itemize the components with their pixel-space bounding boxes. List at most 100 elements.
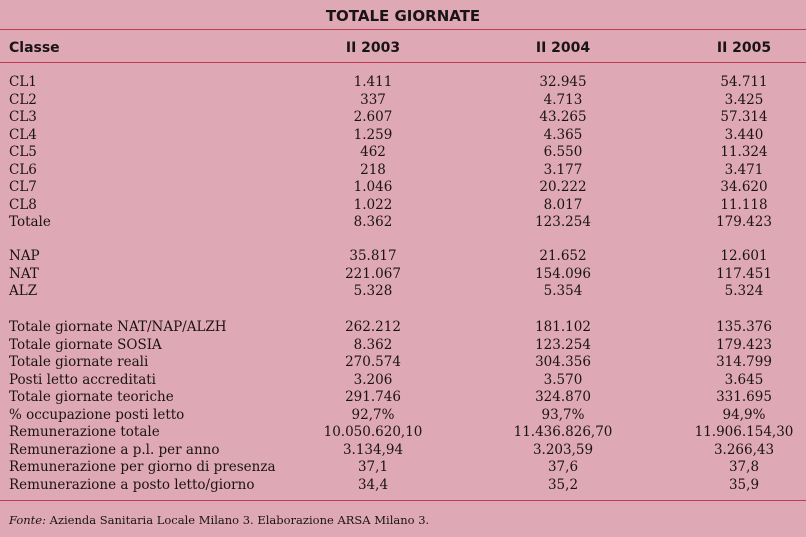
cell-value: 3.440 xyxy=(724,126,764,143)
cell-value: 3.570 xyxy=(543,371,583,388)
row-label: Totale giornate reali xyxy=(9,354,149,370)
cell-value: 337 xyxy=(360,91,386,108)
row-label: ALZ xyxy=(9,283,38,299)
table-row: CL3 2.607 43.265 57.314 xyxy=(0,109,806,127)
cell-value: 10.050.620,10 xyxy=(323,424,423,440)
cell-value: 117.451 xyxy=(716,265,772,282)
table-row: NAP 35.817 21.652 12.601 xyxy=(0,248,806,266)
cell-value: 34,4 xyxy=(357,476,389,493)
cell-value: 8.017 xyxy=(543,196,583,213)
table-row: Remunerazione totale 10.050.620,10 11.436.… xyxy=(0,424,806,442)
cell-value: 12.601 xyxy=(720,248,768,264)
row-label: CL5 xyxy=(9,144,37,160)
header-classe: Classe xyxy=(9,40,60,56)
table-row: CL6 218 3.177 3.471 xyxy=(0,162,806,180)
row-label: Posti letto accreditati xyxy=(9,371,156,388)
table-row: CL4 1.259 4.365 3.440 xyxy=(0,127,806,145)
row-label: CL6 xyxy=(9,161,37,178)
row-label: CL2 xyxy=(9,91,37,108)
cell-value: 1.259 xyxy=(353,126,393,143)
row-label: CL1 xyxy=(9,74,37,90)
table-row: CL5 462 6.550 11.324 xyxy=(0,144,806,162)
cell-value: 11.436.826,70 xyxy=(513,424,613,440)
cell-value: 6.550 xyxy=(543,144,583,160)
cell-value: 5.324 xyxy=(724,283,764,299)
cell-value: 3.471 xyxy=(724,161,764,178)
cell-value: 331.695 xyxy=(716,389,772,405)
title-divider xyxy=(0,29,806,30)
source-note: Fonte: Azienda Sanitaria Locale Milano 3… xyxy=(9,513,429,527)
cell-value: 43.265 xyxy=(539,109,587,125)
cell-value: 179.423 xyxy=(716,336,772,353)
cell-value: 94,9% xyxy=(722,406,766,423)
cell-value: 21.652 xyxy=(539,248,587,264)
row-label: CL8 xyxy=(9,196,37,213)
table-row: Totale giornate reali 270.574 304.356 314.7… xyxy=(0,354,806,372)
header-col-2004: II 2004 xyxy=(535,40,591,56)
cell-value: 54.711 xyxy=(720,74,768,90)
row-label: Remunerazione a posto letto/giorno xyxy=(9,476,255,493)
row-label: Totale giornate NAT/NAP/ALZH xyxy=(9,319,227,335)
cell-value: 179.423 xyxy=(716,214,772,230)
table-row: NAT 221.067 154.096 117.451 xyxy=(0,266,806,284)
table-row: CL8 1.022 8.017 11.118 xyxy=(0,197,806,215)
group-classi: CL1 1.411 32.945 54.711 CL2 337 4.713 3.425 CL3 2… xyxy=(0,74,806,232)
cell-value: 8.362 xyxy=(353,336,393,353)
group-nap-nat-alz: NAP 35.817 21.652 12.601 NAT 221.067 154.096 11… xyxy=(0,248,806,301)
cell-value: 262.212 xyxy=(345,319,401,335)
row-label: Remunerazione per giorno di presenza xyxy=(9,459,276,475)
table-row: Totale giornate teoriche 291.746 324.870 33… xyxy=(0,389,806,407)
table-row: Totale 8.362 123.254 179.423 xyxy=(0,214,806,232)
cell-value: 270.574 xyxy=(345,354,401,370)
header-divider xyxy=(0,62,806,63)
cell-value: 2.607 xyxy=(353,109,393,125)
cell-value: 34.620 xyxy=(720,179,768,195)
cell-value: 5.354 xyxy=(543,283,583,299)
table-row: CL2 337 4.713 3.425 xyxy=(0,92,806,110)
row-label: Totale giornate teoriche xyxy=(9,389,174,405)
cell-value: 5.328 xyxy=(353,283,393,299)
cell-value: 35,9 xyxy=(728,476,760,493)
cell-value: 4.365 xyxy=(543,126,583,143)
row-label: Remunerazione a p.l. per anno xyxy=(9,441,220,458)
cell-value: 123.254 xyxy=(535,336,591,353)
row-label: NAT xyxy=(9,265,39,282)
cell-value: 3.203,59 xyxy=(532,441,594,458)
cell-value: 11.118 xyxy=(720,196,768,213)
cell-value: 20.222 xyxy=(539,179,587,195)
table-row: Remunerazione per giorno di presenza 37,1… xyxy=(0,459,806,477)
row-label: Remunerazione totale xyxy=(9,424,160,440)
table-row: Totale giornate SOSIA 8.362 123.254 179.423 xyxy=(0,337,806,355)
cell-value: 123.254 xyxy=(535,214,591,230)
cell-value: 8.362 xyxy=(353,214,393,230)
cell-value: 218 xyxy=(360,161,386,178)
table-row: ALZ 5.328 5.354 5.324 xyxy=(0,283,806,301)
cell-value: 3.134,94 xyxy=(342,441,404,458)
table-row: Remunerazione a posto letto/giorno 34,4 35… xyxy=(0,477,806,495)
table-row: % occupazione posti letto 92,7% 93,7% 94,9% xyxy=(0,407,806,425)
cell-value: 32.945 xyxy=(539,74,587,90)
cell-value: 35.817 xyxy=(349,248,397,264)
cell-value: 304.356 xyxy=(535,354,591,370)
table-row: CL1 1.411 32.945 54.711 xyxy=(0,74,806,92)
table-title: TOTALE GIORNATE xyxy=(325,7,481,25)
group-totali: Totale giornate NAT/NAP/ALZH 262.212 181.1… xyxy=(0,319,806,494)
row-label: Totale giornate SOSIA xyxy=(9,336,162,353)
cell-value: 1.022 xyxy=(353,196,393,213)
header-col-2003: II 2003 xyxy=(345,40,401,56)
cell-value: 11.324 xyxy=(720,144,768,160)
cell-value: 92,7% xyxy=(351,406,395,423)
row-label: NAP xyxy=(9,248,40,264)
cell-value: 35,2 xyxy=(547,476,579,493)
cell-value: 37,1 xyxy=(357,459,389,475)
cell-value: 37,8 xyxy=(728,459,760,475)
bottom-divider xyxy=(0,500,806,501)
cell-value: 462 xyxy=(360,144,386,160)
source-label: Fonte: xyxy=(9,513,46,527)
cell-value: 181.102 xyxy=(535,319,591,335)
cell-value: 93,7% xyxy=(541,406,585,423)
cell-value: 3.177 xyxy=(543,161,583,178)
source-text: Azienda Sanitaria Locale Milano 3. Elabo… xyxy=(45,513,430,527)
cell-value: 11.906.154,30 xyxy=(694,424,794,440)
